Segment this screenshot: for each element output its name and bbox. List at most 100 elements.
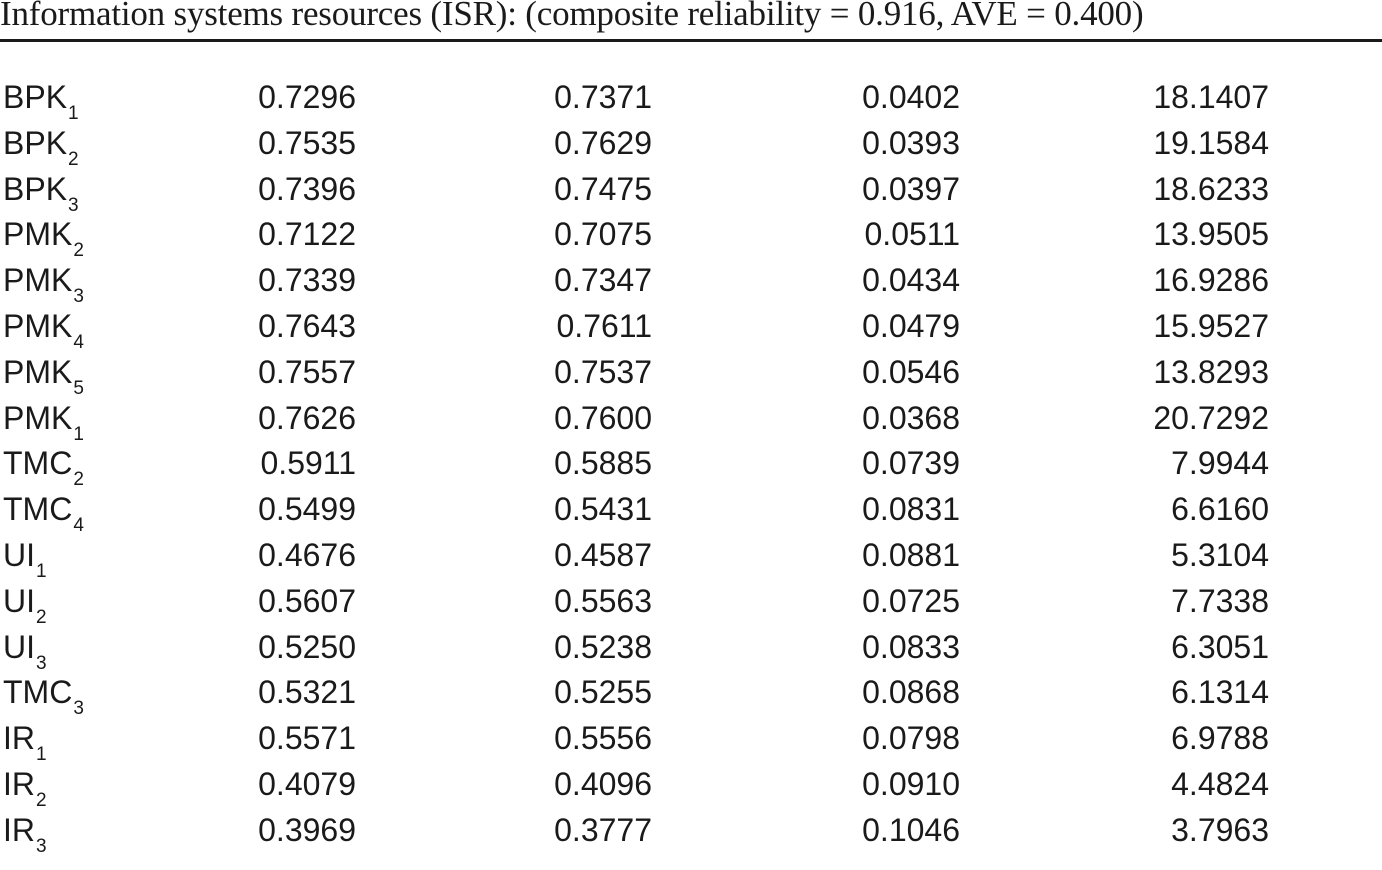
indicator-label: PMK bbox=[3, 307, 73, 344]
value-cell-col2: 0.7537 bbox=[554, 353, 652, 390]
indicator-subscript: 5 bbox=[73, 377, 84, 399]
table-row: TMC2 0.5911 0.5885 0.0739 7.9944 bbox=[0, 440, 1382, 489]
indicator-subscript: 2 bbox=[36, 789, 47, 811]
value-cell-col1: 0.7626 bbox=[258, 399, 356, 436]
indicator-name: BPK2 bbox=[3, 120, 79, 169]
value-cell-col1: 0.5571 bbox=[258, 720, 356, 757]
table-row: PMK5 0.7557 0.7537 0.0546 13.8293 bbox=[0, 349, 1382, 398]
value-cell-col1: 0.5321 bbox=[258, 674, 356, 711]
value-cell-col3: 0.0434 bbox=[862, 262, 960, 299]
indicator-name: PMK5 bbox=[3, 349, 84, 398]
table-row: IR2 0.4079 0.4096 0.0910 4.4824 bbox=[0, 761, 1382, 810]
value-cell-col4: 13.9505 bbox=[1153, 216, 1269, 253]
indicator-subscript: 4 bbox=[73, 515, 84, 537]
value-cell-col1: 0.4079 bbox=[258, 765, 356, 802]
indicator-label: TMC bbox=[3, 674, 73, 711]
indicator-label: IR bbox=[3, 765, 35, 802]
value-cell-col3: 0.0881 bbox=[862, 536, 960, 573]
value-cell-col1: 0.7396 bbox=[258, 170, 356, 207]
value-cell-col4: 6.3051 bbox=[1171, 628, 1269, 665]
value-cell-col2: 0.7629 bbox=[554, 124, 652, 161]
value-cell-col2: 0.7611 bbox=[556, 307, 653, 344]
indicator-label: UI bbox=[3, 628, 35, 665]
indicator-name: PMK1 bbox=[3, 395, 84, 444]
indicator-subscript: 3 bbox=[36, 835, 47, 857]
value-cell-col4: 5.3104 bbox=[1171, 536, 1269, 573]
table-row: PMK4 0.7643 0.7611 0.0479 15.9527 bbox=[0, 303, 1382, 352]
value-cell-col3: 0.0739 bbox=[862, 445, 960, 482]
value-cell-col1: 0.4676 bbox=[258, 536, 356, 573]
indicator-subscript: 1 bbox=[73, 423, 84, 445]
value-cell-col2: 0.7347 bbox=[554, 262, 652, 299]
value-cell-col4: 6.6160 bbox=[1171, 491, 1269, 528]
table-row: IR3 0.3969 0.3777 0.1046 3.7963 bbox=[0, 807, 1382, 856]
table-row: BPK3 0.7396 0.7475 0.0397 18.6233 bbox=[0, 166, 1382, 215]
indicator-name: PMK3 bbox=[3, 257, 84, 306]
value-cell-col1: 0.7122 bbox=[258, 216, 356, 253]
value-cell-col3: 0.0546 bbox=[862, 353, 960, 390]
indicator-label: PMK bbox=[3, 399, 73, 436]
value-cell-col4: 7.7338 bbox=[1171, 582, 1269, 619]
indicator-name: BPK1 bbox=[3, 74, 79, 123]
indicator-name: PMK4 bbox=[3, 303, 84, 352]
value-cell-col4: 6.1314 bbox=[1171, 674, 1269, 711]
loadings-table: BPK1 0.7296 0.7371 0.0402 18.1407 BPK2 0.7535 0… bbox=[0, 74, 1382, 856]
value-cell-col3: 0.0479 bbox=[862, 307, 960, 344]
value-cell-col1: 0.3969 bbox=[258, 811, 356, 848]
table-row: TMC3 0.5321 0.5255 0.0868 6.1314 bbox=[0, 669, 1382, 718]
value-cell-col1: 0.7557 bbox=[258, 353, 356, 390]
value-cell-col2: 0.7371 bbox=[554, 79, 652, 115]
indicator-label: PMK bbox=[3, 262, 73, 299]
heading-rule bbox=[0, 39, 1382, 42]
value-cell-col3: 0.0393 bbox=[862, 124, 960, 161]
indicator-label: UI bbox=[3, 536, 35, 573]
indicator-subscript: 2 bbox=[68, 148, 79, 170]
table-section-heading: Information systems resources (ISR): (co… bbox=[0, 0, 1144, 33]
value-cell-col4: 18.6233 bbox=[1153, 170, 1269, 207]
value-cell-col1: 0.5607 bbox=[258, 582, 356, 619]
value-cell-col3: 0.0868 bbox=[862, 674, 960, 711]
value-cell-col2: 0.5255 bbox=[554, 674, 652, 711]
indicator-label: TMC bbox=[3, 491, 73, 528]
table-row: PMK1 0.7626 0.7600 0.0368 20.7292 bbox=[0, 395, 1382, 444]
indicator-name: IR2 bbox=[3, 761, 47, 810]
table-row: PMK3 0.7339 0.7347 0.0434 16.9286 bbox=[0, 257, 1382, 306]
value-cell-col3: 0.1046 bbox=[862, 811, 960, 848]
value-cell-col3: 0.0831 bbox=[862, 491, 960, 528]
value-cell-col2: 0.7075 bbox=[554, 216, 652, 253]
indicator-subscript: 2 bbox=[36, 606, 47, 628]
indicator-subscript: 1 bbox=[36, 744, 47, 766]
indicator-name: UI1 bbox=[3, 532, 47, 581]
value-cell-col4: 6.9788 bbox=[1171, 720, 1269, 757]
value-cell-col4: 20.7292 bbox=[1153, 399, 1269, 436]
indicator-label: BPK bbox=[3, 79, 68, 115]
indicator-name: UI2 bbox=[3, 578, 47, 627]
indicator-label: PMK bbox=[3, 216, 73, 253]
indicator-name: PMK2 bbox=[3, 211, 84, 260]
value-cell-col1: 0.7643 bbox=[258, 307, 356, 344]
table-row: TMC4 0.5499 0.5431 0.0831 6.6160 bbox=[0, 486, 1382, 535]
table-row: IR1 0.5571 0.5556 0.0798 6.9788 bbox=[0, 715, 1382, 764]
value-cell-col3: 0.0798 bbox=[862, 720, 960, 757]
value-cell-col1: 0.7535 bbox=[258, 124, 356, 161]
indicator-label: BPK bbox=[3, 124, 68, 161]
value-cell-col3: 0.0910 bbox=[862, 765, 960, 802]
value-cell-col3: 0.0725 bbox=[862, 582, 960, 619]
value-cell-col3: 0.0397 bbox=[862, 170, 960, 207]
indicator-name: TMC4 bbox=[3, 486, 84, 535]
indicator-subscript: 1 bbox=[36, 560, 47, 582]
table-row: BPK1 0.7296 0.7371 0.0402 18.1407 bbox=[0, 74, 1382, 123]
value-cell-col4: 7.9944 bbox=[1171, 445, 1269, 482]
value-cell-col4: 3.7963 bbox=[1171, 811, 1269, 848]
value-cell-col1: 0.5250 bbox=[258, 628, 356, 665]
indicator-name: IR1 bbox=[3, 715, 47, 764]
indicator-subscript: 3 bbox=[73, 286, 84, 308]
indicator-label: TMC bbox=[3, 445, 73, 482]
value-cell-col2: 0.3777 bbox=[554, 811, 652, 848]
indicator-name: TMC3 bbox=[3, 669, 84, 718]
value-cell-col1: 0.5499 bbox=[258, 491, 356, 528]
indicator-subscript: 2 bbox=[73, 240, 84, 262]
indicator-label: IR bbox=[3, 720, 35, 757]
value-cell-col2: 0.4096 bbox=[554, 765, 652, 802]
value-cell-col4: 18.1407 bbox=[1153, 79, 1269, 115]
